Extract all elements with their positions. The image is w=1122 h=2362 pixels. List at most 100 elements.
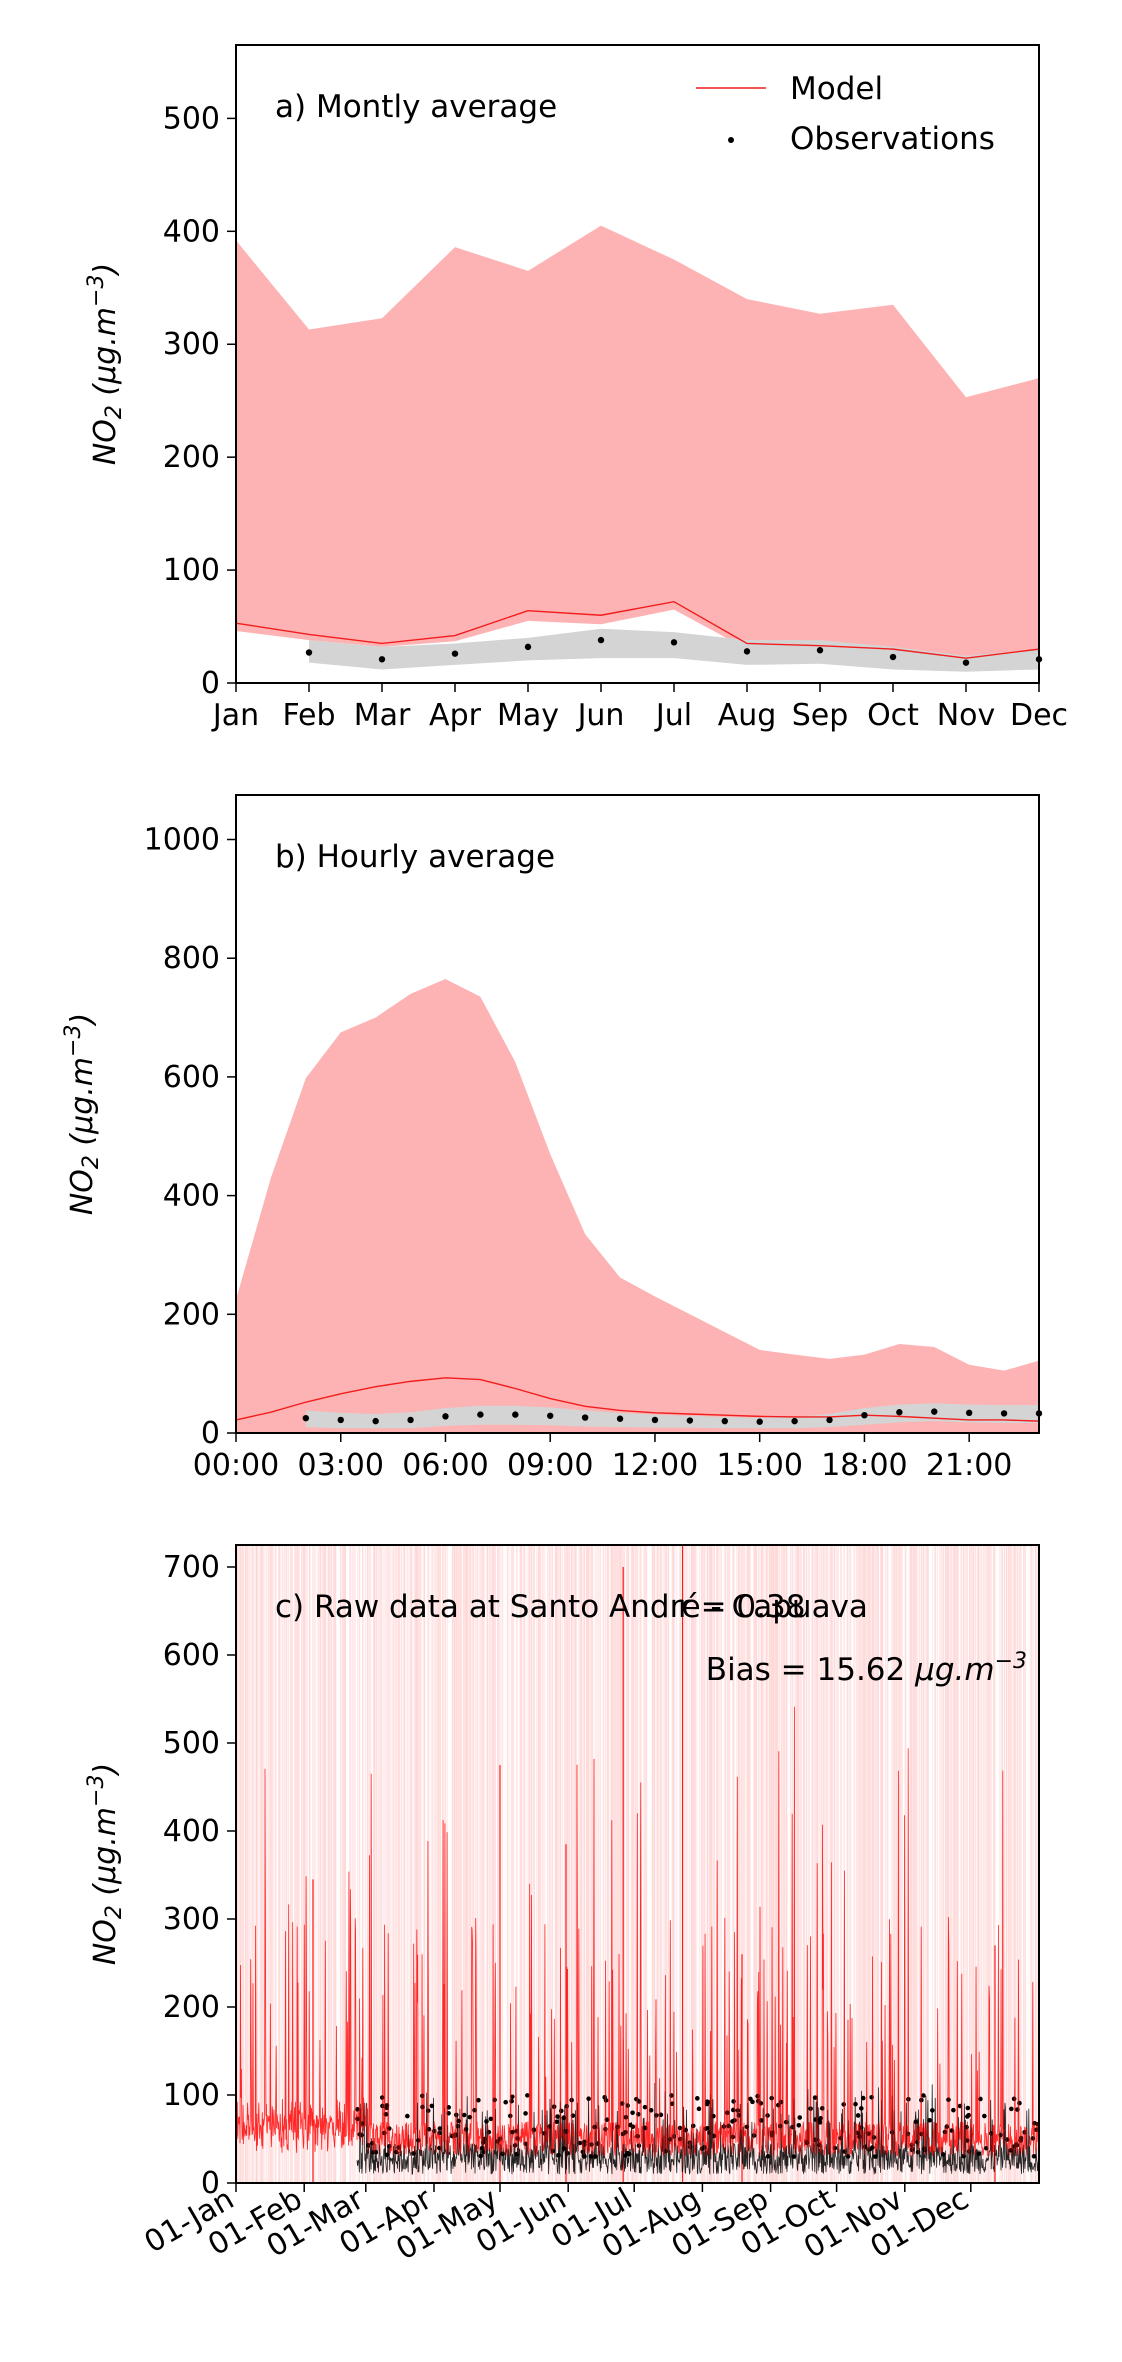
panel-c-marks [235,1545,1041,2183]
panel-c-y-tick-label: 0 [201,2166,220,2201]
panel-c-observation-point [867,2147,873,2152]
panel-c-observation-point [765,2154,771,2159]
panel-c-observation-point [642,2104,648,2110]
panel-a-observation-point [962,659,970,666]
panel-c-observation-point [915,2149,921,2155]
panel-a-x-tick-label: Dec [1010,698,1068,733]
panel-b-observation-point [407,1416,414,1424]
panel-a-x-tick-label: May [497,698,559,733]
panel-c-observation-point [561,2115,567,2121]
panel-c-observation-point [730,2119,735,2124]
panel-a-model-line [235,600,1040,659]
panel-a-observation-point [597,636,605,644]
panel-c-observation-point [696,2106,702,2112]
panel-c-observation-point [379,2095,385,2100]
panel-a-observation-point [816,647,824,654]
legend-model-label: Model [790,71,883,107]
panel-a-x-ticks: Jan Feb Mar Apr May Jun Jul Aug Sep Oct Nov Dec [211,683,1068,733]
panel-b-y-tick-label: 0 [201,1416,220,1451]
panel-a-x-tick-label: Oct [867,698,919,733]
panel-c-observation-point [711,2113,716,2119]
panel-c-observation-point [1031,2154,1037,2159]
panel-a-y-axis-title: NO2 (μg.m−3) [84,263,127,465]
panel-b-title: b) Hourly average [275,839,555,875]
panel-c-raw: 0 100 200 300 400 500 600 700 01-Jan01-Feb01-Ma… [84,1544,1041,2267]
panel-c-observation-point [437,2145,442,2151]
panel-b-x-tick-label: 12:00 [612,1448,698,1483]
panel-c-observation-point [461,2112,467,2118]
panel-c-observation-point [982,2113,987,2119]
panel-c-observation-point [797,2115,803,2120]
panel-c-observation-point [510,2094,515,2100]
panel-c-observation-point [476,2097,481,2103]
panel-c-observation-point [580,2149,586,2155]
panel-c-observation-point [586,2096,591,2101]
panel-c-observation-point [525,2093,530,2098]
panel-c-observation-point [859,2106,864,2111]
panel-b-x-tick-label: 06:00 [402,1448,488,1483]
panel-c-observation-point [425,2108,431,2113]
panel-a-x-tick-label: Aug [718,698,777,733]
panel-c-y-tick-label: 700 [163,1550,220,1585]
panel-c-observation-point [592,2124,598,2130]
panel-a-model-range-band [236,225,1039,663]
panel-a-y-tick-label: 300 [163,327,220,362]
panel-a-y-tick-label: 500 [163,101,220,136]
panel-b-observation-point [1000,1410,1008,1417]
panel-a-y-tick-label: 100 [163,553,220,588]
panel-c-observation-point [556,2153,561,2158]
panel-a-title: a) Montly average [275,89,557,125]
panel-b-observation-point [442,1413,449,1420]
panel-c-observation-point [796,2122,802,2128]
panel-b-frame [235,794,1040,1434]
panel-c-observation-point [758,2118,764,2123]
panel-a-x-tick-label: Apr [429,698,482,733]
panel-c-observation-point [721,2124,727,2129]
panel-c-observation-point [479,2145,485,2151]
panel-c-model-overlay-line [235,1706,1040,2158]
panel-a-x-tick-label: Nov [937,698,996,733]
panel-c-observation-point [384,2152,390,2158]
panel-b-observation-point [861,1411,868,1419]
panel-b-x-tick-label: 15:00 [716,1448,802,1483]
panel-c-y-tick-label: 600 [163,1638,220,1673]
panel-b-observation-point [581,1414,589,1421]
panel-c-y-tick-label: 100 [163,2078,220,2113]
panel-c-x-ticks: 01-Jan01-Feb01-Mar01-Apr01-May01-Jun01-J… [139,2181,975,2267]
panel-c-observation-point [437,2126,443,2131]
panel-c-observation-point [514,2151,519,2157]
panel-b-hourly: 0 200 400 600 800 1000 00:00 03:00 06:00 09:00 12… [61,794,1043,1483]
panel-c-y-tick-label: 400 [163,1814,220,1849]
panel-c-y-tick-label: 200 [163,1990,220,2025]
panel-b-observation-point [931,1408,938,1415]
panel-b-observation-point [756,1418,763,1425]
panel-b-observation-range-band [305,1403,1040,1429]
panel-c-observation-point [705,2125,710,2131]
panel-c-observation-point [500,2151,505,2157]
panel-c-observation-point [488,2116,494,2122]
panel-c-observation-point [472,2107,477,2113]
panel-b-x-tick-label: 18:00 [821,1448,907,1483]
panel-b-y-tick-label: 800 [163,941,220,976]
panel-c-observation-point [456,2118,462,2124]
panel-a-x-tick-label: Feb [282,698,335,733]
panel-c-observation-point [1009,2106,1014,2112]
panel-c-observation-point [588,2153,594,2159]
panel-b-observation-point [686,1417,694,1424]
panel-c-observation-point [853,2101,858,2107]
panel-c-observation-point [695,2096,700,2101]
panel-c-observation-point [704,2099,710,2104]
panel-b-observation-point [826,1416,833,1424]
panel-a-monthly: 0 100 200 300 400 500 Jan Feb Mar Apr May Jun Jul Au… [84,44,1068,733]
legend-observations-marker [728,137,734,143]
panel-b-x-tick-label: 09:00 [507,1448,593,1483]
panel-a-marks [235,225,1043,672]
panel-b-x-ticks: 00:00 03:00 06:00 09:00 12:00 15:00 18:00 21:00 [193,1433,1012,1483]
panel-a-observation-point [743,648,751,655]
panel-a-x-tick-label: Jun [576,698,625,733]
panel-c-y-axis-title: NO2 (μg.m−3) [84,1763,127,1965]
panel-c-frame [235,1544,1040,2184]
panel-c-observation-line [356,2082,1040,2176]
panel-a-observation-point [378,656,386,663]
